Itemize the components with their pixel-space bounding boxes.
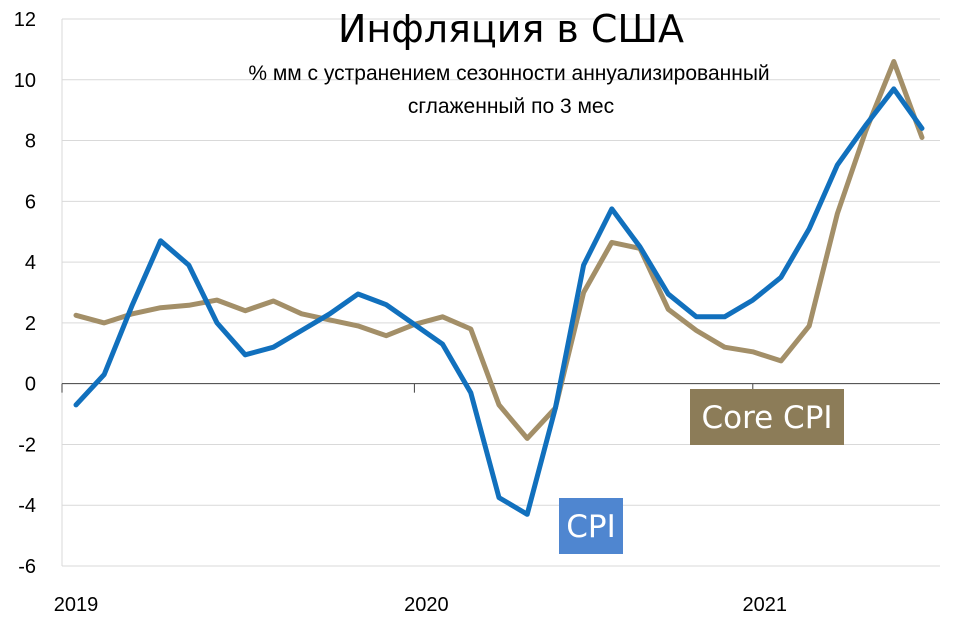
- chart-title: Инфляция в США: [338, 7, 684, 51]
- series-line-cpi: [73, 86, 925, 517]
- y-tick-label: 6: [25, 191, 36, 213]
- y-tick-label: 2: [25, 313, 36, 335]
- x-tick-labels: 2019 2020 2021: [54, 594, 787, 616]
- x-tick-label: 2019: [54, 594, 99, 616]
- y-tick-label: 8: [25, 131, 36, 153]
- chart-subtitle-line-2: сглаженный по 3 мес: [408, 95, 614, 118]
- y-tick-label: 4: [25, 252, 36, 274]
- series-label-text: Core CPI: [701, 400, 832, 436]
- y-tick-label: 0: [25, 374, 36, 396]
- y-tick-labels: 12 10 8 6 4 2 0 -2 -4 -6: [14, 9, 36, 578]
- series-lines: [73, 59, 925, 517]
- series-label-core-cpi: Core CPI: [690, 389, 844, 445]
- series-label-text: CPI: [566, 509, 615, 545]
- series-line-core-cpi: [73, 59, 925, 441]
- x-tick-label: 2021: [743, 594, 788, 616]
- y-tick-label: 10: [14, 70, 36, 92]
- series-label-background: [559, 498, 623, 554]
- series-label-background: [690, 389, 844, 445]
- y-tick-label: -2: [18, 434, 36, 456]
- series-labels: CPI Core CPI: [559, 389, 844, 554]
- y-tick-label: -6: [18, 556, 36, 578]
- y-tick-label: -4: [18, 495, 36, 517]
- x-tick-label: 2020: [404, 594, 449, 616]
- gridlines: [62, 18, 940, 567]
- y-tick-label: 12: [14, 9, 36, 31]
- chart-subtitle-line-1: % мм с устранением сезонности аннуализир…: [248, 62, 769, 85]
- series-label-cpi: CPI: [559, 498, 623, 554]
